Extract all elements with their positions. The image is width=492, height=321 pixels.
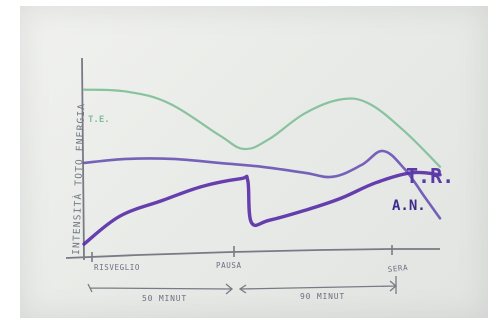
series-line-tr <box>82 149 442 220</box>
x-tick-label-sera: SERA <box>387 263 408 274</box>
series-layer <box>82 88 442 246</box>
span-bracket-2 <box>238 276 398 294</box>
series-line-te <box>82 88 442 168</box>
y-axis-label: INTENSITÀ TOTO ENERGIA <box>70 103 87 256</box>
series-label-tr: T.R. <box>406 164 454 188</box>
series-label-an: A.N. <box>392 198 426 214</box>
x-tick-label-pausa: PAUSA <box>216 261 242 270</box>
x-tick-label-risveglio: RISVEGLIO <box>94 263 140 272</box>
span-brackets <box>87 276 398 295</box>
y-axis <box>81 57 85 261</box>
series-label-te: T.E. <box>88 115 110 125</box>
span-label-1: 50 MINUT <box>142 294 187 303</box>
x-axis <box>65 248 440 259</box>
x-ticks <box>91 245 393 262</box>
series-line-an <box>82 170 442 246</box>
span-label-2: 90 MINUT <box>300 292 345 301</box>
span-bracket-1 <box>87 283 234 295</box>
